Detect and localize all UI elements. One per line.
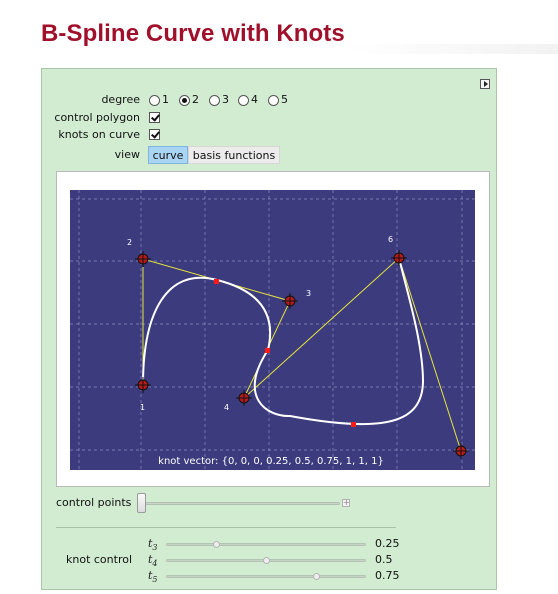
bspline-plot: 1 2 3 4 6 knot vector: {0, 0, 0, 0.25, 0… (70, 190, 475, 470)
degree-radio-2[interactable] (179, 95, 190, 106)
degree-option-label: 2 (192, 93, 199, 106)
control-points-label: control points (56, 496, 132, 509)
view-curve-button[interactable]: curve (148, 146, 188, 164)
degree-label: degree (101, 93, 140, 106)
knot-markers (214, 279, 356, 427)
plot-background (70, 190, 475, 470)
knot-symbol: t5 (148, 569, 158, 585)
knot-marker (351, 422, 356, 427)
plot-frame: 1 2 3 4 6 knot vector: {0, 0, 0, 0.25, 0… (56, 171, 490, 487)
point-label: 3 (306, 289, 311, 298)
control-points-slider[interactable] (142, 502, 340, 505)
grid-lines (70, 190, 475, 470)
knot-symbol: t3 (148, 537, 158, 553)
control-point-1[interactable] (135, 377, 151, 393)
control-point-3[interactable] (282, 293, 298, 309)
control-point-4[interactable] (236, 390, 252, 406)
expand-icon[interactable] (480, 79, 490, 89)
view-label: view (114, 148, 140, 161)
knot-vector-label: knot vector: {0, 0, 0, 0.25, 0.5, 0.75, … (158, 456, 384, 467)
control-polygon-label: control polygon (54, 111, 140, 124)
demo-panel: degree 1 2 3 4 5 control polygon knots o… (41, 68, 497, 590)
degree-radio-3[interactable] (209, 95, 220, 106)
page-title: B-Spline Curve with Knots (41, 20, 345, 47)
control-point-6[interactable] (391, 250, 407, 266)
degree-option-label: 1 (162, 93, 169, 106)
point-label: 6 (388, 235, 393, 244)
knot-slider-thumb[interactable] (262, 557, 270, 564)
knot-slider-t3[interactable] (166, 543, 366, 546)
control-polygon-checkbox[interactable] (149, 112, 160, 123)
knot-marker (214, 279, 219, 284)
knot-value: 0.25 (375, 537, 400, 550)
degree-option-label: 3 (222, 93, 229, 106)
knot-value: 0.75 (375, 569, 400, 582)
degree-option-label: 5 (281, 93, 288, 106)
plus-icon[interactable]: + (342, 498, 350, 507)
knot-control-label: knot control (66, 553, 133, 566)
control-points-slider-thumb[interactable] (137, 493, 146, 513)
degree-radio-1[interactable] (149, 95, 160, 106)
point-label: 1 (140, 403, 145, 412)
bspline-curve (142, 257, 425, 426)
knot-slider-thumb[interactable] (212, 541, 220, 548)
control-point-2[interactable] (135, 251, 151, 267)
control-point-end[interactable] (453, 443, 469, 459)
degree-radio-4[interactable] (238, 95, 249, 106)
knot-value: 0.5 (375, 553, 393, 566)
degree-radio-5[interactable] (268, 95, 279, 106)
section-divider (56, 527, 396, 528)
title-divider (345, 44, 558, 54)
knots-on-curve-label: knots on curve (58, 128, 140, 141)
knot-slider-thumb[interactable] (312, 573, 320, 580)
degree-option-label: 4 (251, 93, 258, 106)
point-label: 4 (224, 403, 229, 412)
point-label: 2 (127, 238, 132, 247)
knot-symbol: t4 (148, 553, 158, 569)
knot-marker (265, 348, 270, 353)
knot-slider-t5[interactable] (166, 575, 366, 578)
knots-on-curve-checkbox[interactable] (149, 129, 160, 140)
view-basis-functions-button[interactable]: basis functions (188, 146, 280, 164)
